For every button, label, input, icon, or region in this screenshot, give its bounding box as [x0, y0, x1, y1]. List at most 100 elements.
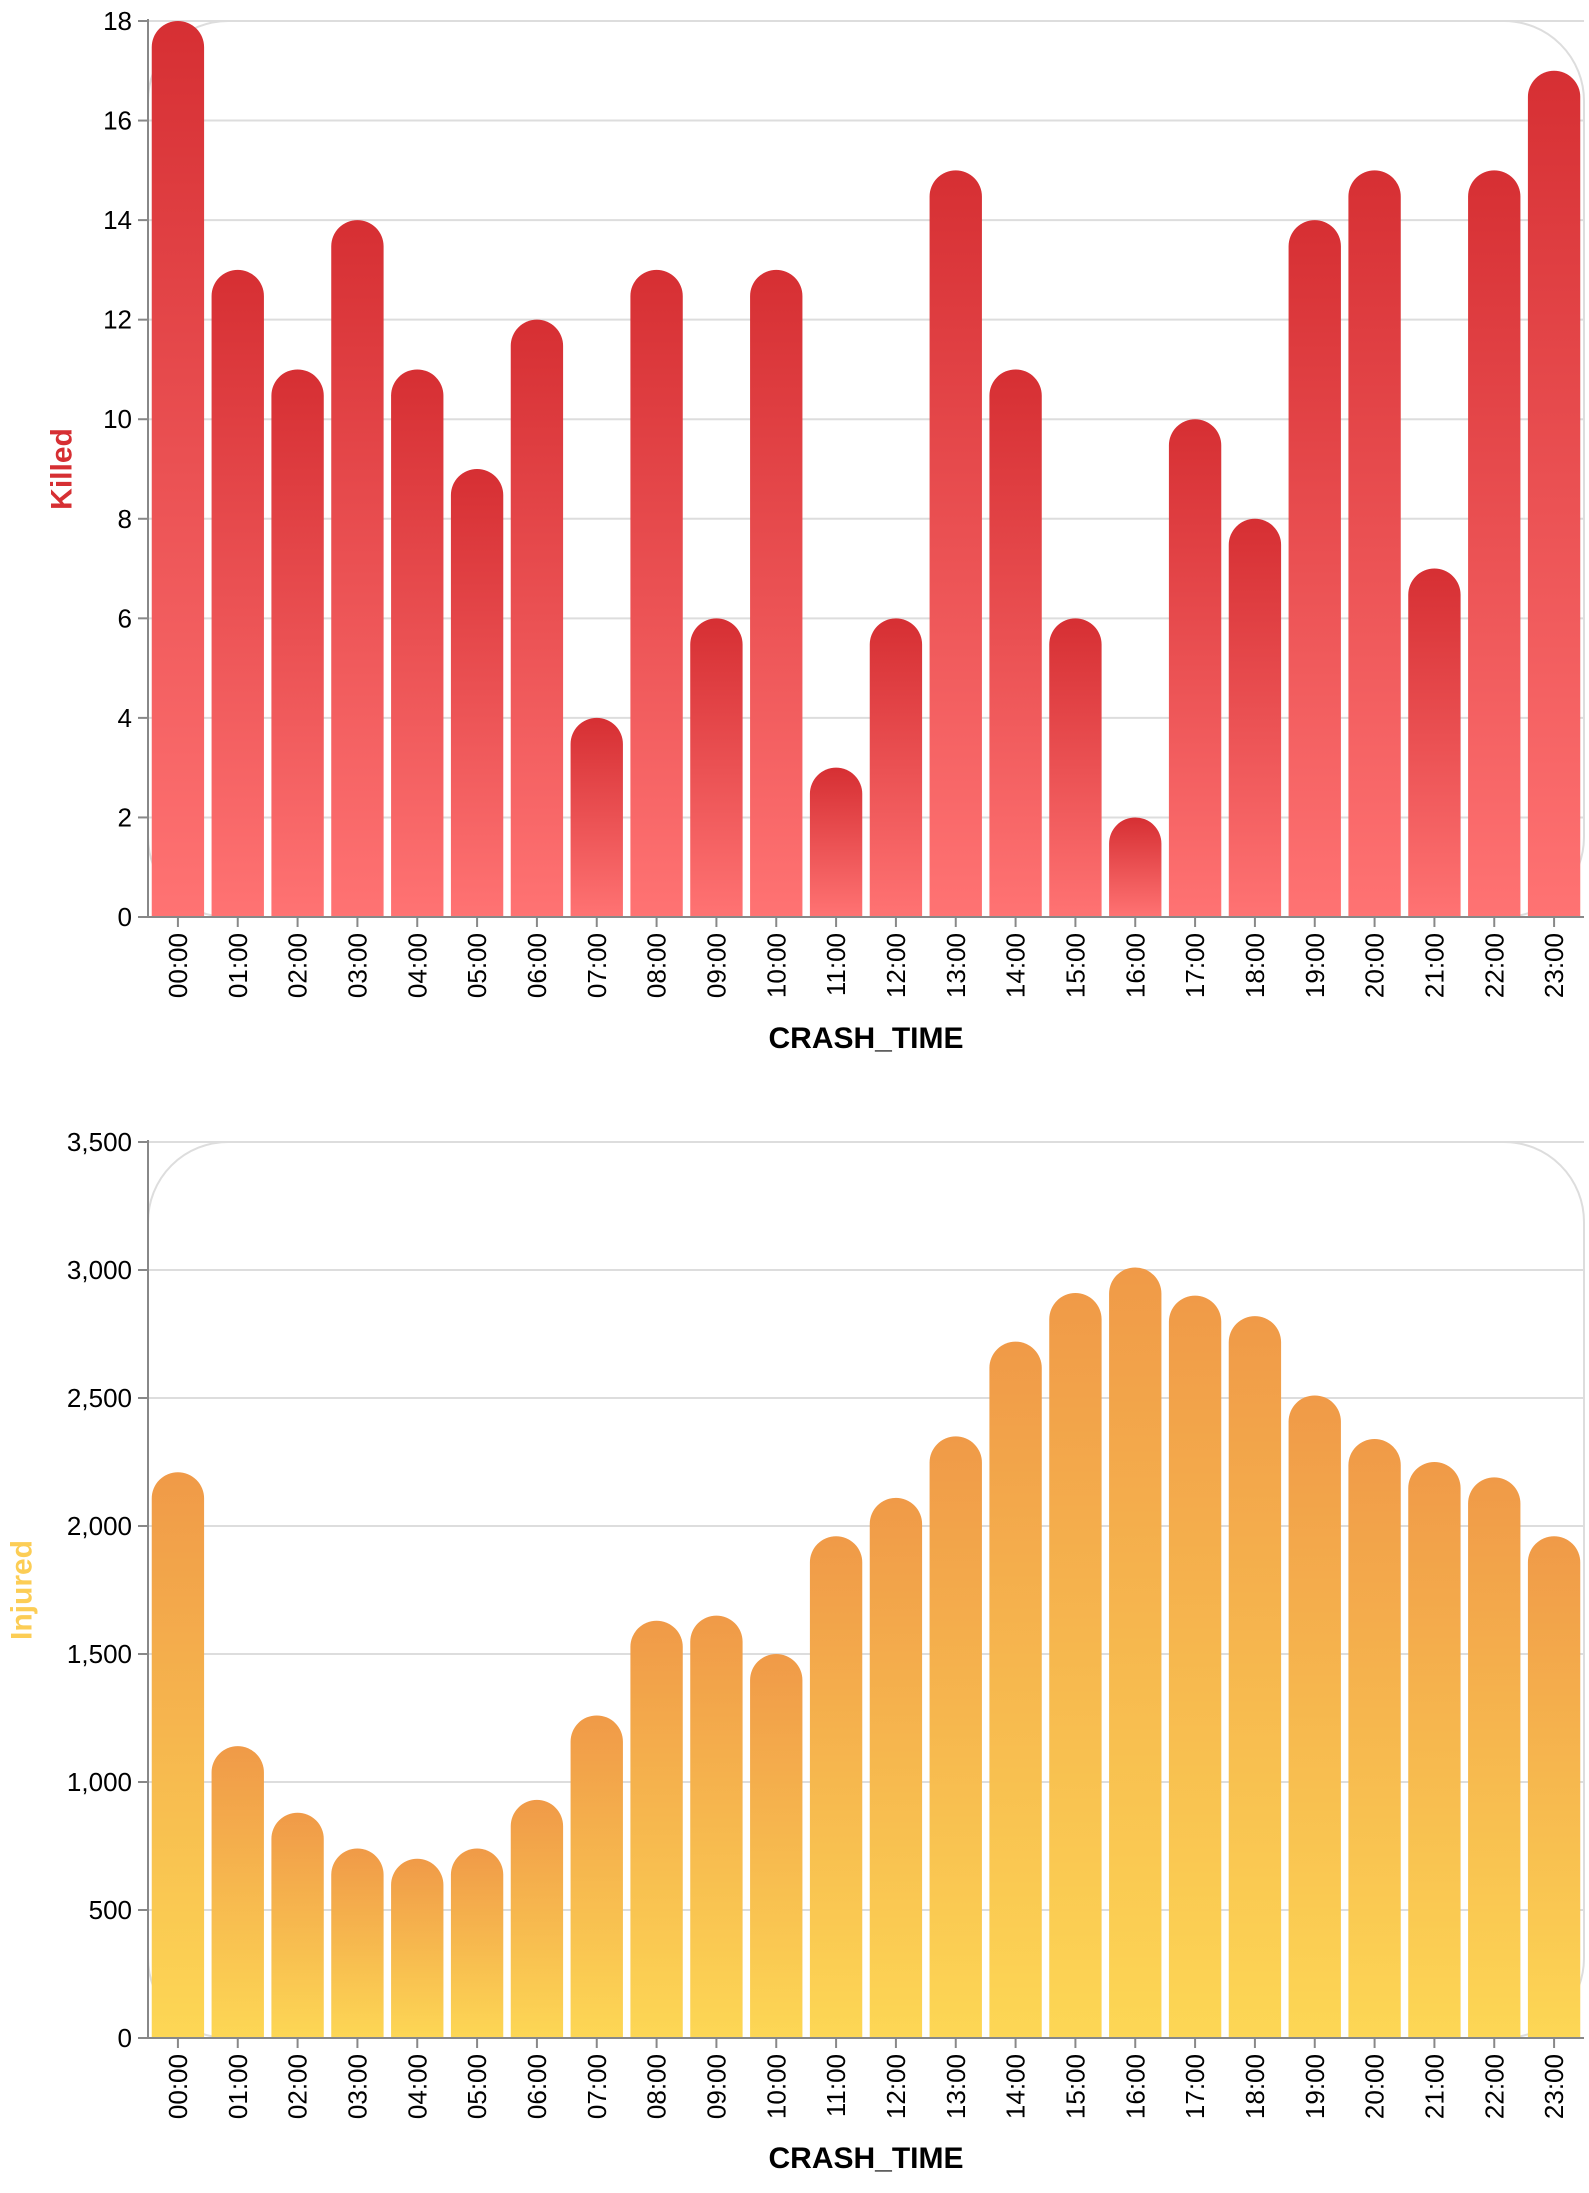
- bar-10:00: [750, 1654, 803, 2038]
- bar-02:00: [271, 369, 324, 917]
- x-tick-label: 10:00: [761, 933, 791, 998]
- bar-08:00: [630, 269, 683, 917]
- chart-panel-2: 0 500 1,000 1,500 2,000 2,500 3,000 3,500 00:00 0…: [6, 1127, 1585, 2175]
- x-tick-label: 16:00: [1120, 2054, 1150, 2119]
- x-tick-label: 11:00: [821, 933, 851, 996]
- x-tick-label: 06:00: [522, 933, 552, 998]
- bar-07:00: [570, 717, 623, 917]
- x-tick-label: 00:00: [163, 933, 193, 998]
- bar-23:00: [1527, 70, 1581, 918]
- y-tick-label: 2: [118, 802, 132, 832]
- y-tick-label: 14: [103, 205, 132, 235]
- x-tick-label: 23:00: [1539, 933, 1569, 998]
- bar-05:00: [450, 469, 504, 917]
- x-tick-label: 07:00: [582, 933, 612, 998]
- x-tick-label: 06:00: [522, 2054, 552, 2119]
- y-tick-label: 10: [103, 404, 132, 434]
- x-tick-label: 13:00: [941, 933, 971, 998]
- bar-08:00: [630, 1620, 683, 2038]
- bar-22:00: [1468, 170, 1521, 918]
- y-tick-label: 1,000: [67, 1767, 132, 1797]
- bar-20:00: [1348, 170, 1401, 918]
- x-tick-label: 23:00: [1539, 2054, 1569, 2119]
- x-tick-label: 21:00: [1419, 933, 1449, 998]
- x-tick-label: 01:00: [223, 933, 253, 998]
- bar-04:00: [391, 369, 444, 917]
- bar-02:00: [271, 1812, 324, 2038]
- x-tick-label: 09:00: [701, 2054, 731, 2119]
- x-tick-label: 07:00: [582, 2054, 612, 2119]
- x-tick-label: 18:00: [1240, 2054, 1270, 2119]
- x-tick-label: 02:00: [283, 933, 313, 998]
- y-tick-label: 2,500: [67, 1383, 132, 1413]
- bar-13:00: [929, 170, 982, 918]
- bar-22:00: [1468, 1477, 1521, 2038]
- y-tick-label: 0: [118, 902, 132, 932]
- bar-14:00: [989, 369, 1042, 917]
- bar-19:00: [1288, 220, 1341, 918]
- y-tick-label: 1,500: [67, 1639, 132, 1669]
- bar-21:00: [1408, 1462, 1461, 2038]
- bar-04:00: [391, 1858, 444, 2038]
- bar-05:00: [450, 1848, 504, 2038]
- x-axis-title: CRASH_TIME: [768, 1022, 963, 1055]
- x-tick-label: 05:00: [462, 933, 492, 998]
- y-tick-label: 12: [103, 305, 132, 335]
- y-tick-label: 4: [118, 703, 132, 733]
- x-tick-label: 16:00: [1120, 933, 1150, 998]
- x-tick-label: 02:00: [283, 2054, 313, 2119]
- y-tick-label: 18: [103, 6, 132, 36]
- x-tick-label: 15:00: [1060, 2054, 1090, 2119]
- x-tick-label: 17:00: [1180, 933, 1210, 998]
- bar-14:00: [989, 1341, 1042, 2038]
- bar-11:00: [809, 1536, 863, 2038]
- y-tick-label: 0: [118, 2023, 132, 2053]
- bar-18:00: [1228, 518, 1282, 917]
- x-tick-label: 20:00: [1360, 2054, 1390, 2119]
- x-tick-label: 22:00: [1479, 2054, 1509, 2119]
- y-tick-label: 2,000: [67, 1511, 132, 1541]
- x-tick-label: 00:00: [163, 2054, 193, 2119]
- x-tick-label: 14:00: [1001, 2054, 1031, 2119]
- bar-23:00: [1527, 1536, 1581, 2038]
- bar-00:00: [151, 1472, 205, 2038]
- bar-20:00: [1348, 1438, 1401, 2038]
- bar-12:00: [869, 618, 923, 917]
- x-tick-label: 17:00: [1180, 2054, 1210, 2119]
- x-tick-label: 10:00: [761, 2054, 791, 2119]
- x-tick-label: 01:00: [223, 2054, 253, 2119]
- y-tick-label: 3,000: [67, 1255, 132, 1285]
- x-tick-label: 04:00: [402, 933, 432, 998]
- y-axis-title: Killed: [46, 428, 79, 510]
- x-tick-label: 09:00: [701, 933, 731, 998]
- bar-16:00: [1109, 817, 1162, 917]
- x-tick-label: 03:00: [342, 933, 372, 998]
- y-tick-label: 3,500: [67, 1127, 132, 1157]
- x-tick-label: 08:00: [642, 933, 672, 998]
- bar-21:00: [1408, 568, 1461, 917]
- x-tick-label: 20:00: [1360, 933, 1390, 998]
- bar-01:00: [211, 1746, 264, 2038]
- bar-19:00: [1288, 1395, 1341, 2038]
- x-tick-label: 22:00: [1479, 933, 1509, 998]
- bar-10:00: [750, 269, 803, 917]
- bar-17:00: [1168, 419, 1222, 917]
- x-tick-label: 03:00: [342, 2054, 372, 2119]
- x-tick-label: 18:00: [1240, 933, 1270, 998]
- bar-03:00: [331, 1848, 384, 2038]
- x-tick-label: 19:00: [1300, 2054, 1330, 2119]
- bar-03:00: [331, 220, 384, 918]
- x-tick-label: 05:00: [462, 2054, 492, 2119]
- x-tick-label: 08:00: [642, 2054, 672, 2119]
- bar-06:00: [510, 1799, 564, 2038]
- y-tick-label: 500: [89, 1895, 132, 1925]
- bar-06:00: [510, 319, 564, 918]
- bar-12:00: [869, 1497, 923, 2038]
- y-axis-title: Injured: [6, 1540, 39, 1640]
- bar-01:00: [211, 269, 264, 917]
- bar-16:00: [1109, 1267, 1162, 2038]
- x-tick-label: 12:00: [881, 2054, 911, 2119]
- bar-11:00: [809, 767, 863, 917]
